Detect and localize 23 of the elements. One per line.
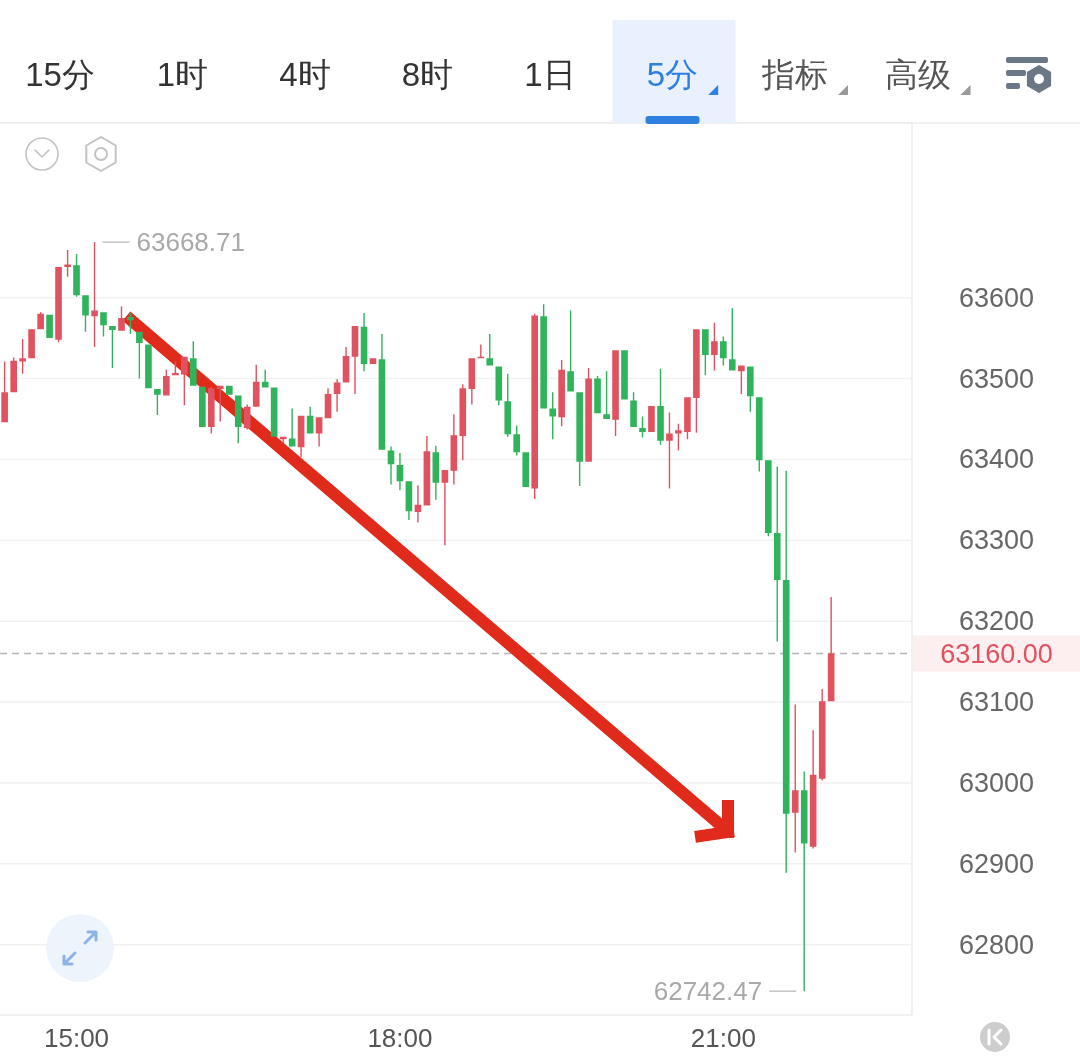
text: 8时 [401, 56, 454, 93]
y-tick-label: 62800 [958, 929, 1035, 960]
y-tick-label: 63000 [958, 767, 1035, 798]
ref-line-label: 63160.00 [940, 638, 1053, 669]
text: 高级 [884, 56, 951, 93]
text: 1日 [524, 56, 576, 93]
text: 4时 [279, 56, 331, 93]
y-tick-label: 63500 [958, 363, 1035, 394]
x-tick-label: 15:00 [44, 1022, 110, 1053]
annotation: 63668.71 [136, 227, 245, 258]
y-tick-label: 63100 [958, 687, 1035, 718]
text: 指标 [761, 56, 828, 93]
y-tick-label: 63600 [958, 282, 1035, 313]
text: 5分 [646, 56, 699, 93]
x-tick-label: 21:00 [690, 1022, 756, 1053]
y-tick-label: 62900 [958, 848, 1035, 879]
annotation: 62742.47 [653, 976, 763, 1007]
y-tick-label: 63400 [958, 444, 1035, 475]
y-tick-label: 63200 [958, 606, 1035, 637]
text: 15分 [25, 56, 95, 93]
y-tick-label: 63300 [958, 525, 1035, 556]
x-tick-label: 18:00 [367, 1022, 433, 1053]
text: 1时 [156, 56, 209, 93]
